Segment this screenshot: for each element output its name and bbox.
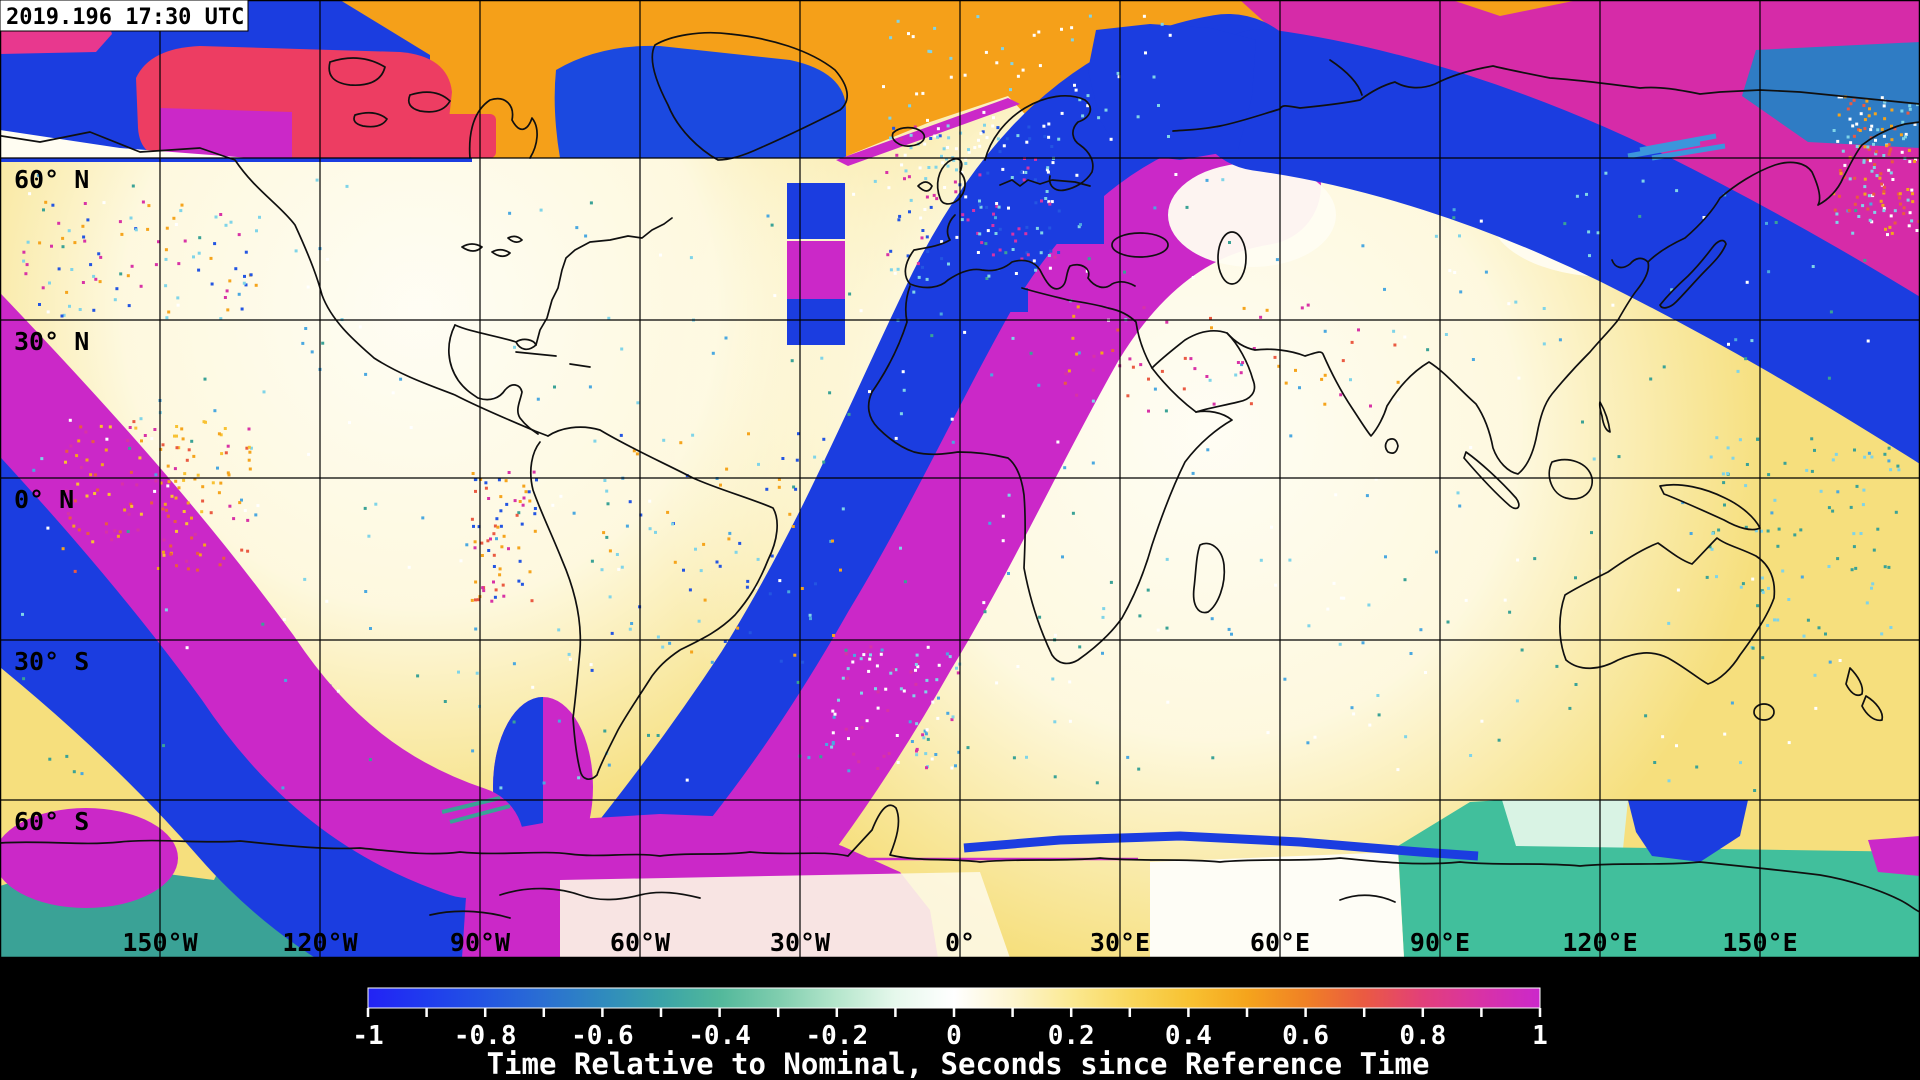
lon-label: 30°W	[770, 928, 831, 957]
colorbar-tick-label: 0	[946, 1021, 962, 1051]
lon-label: 90°E	[1410, 928, 1470, 957]
lon-label: 0°	[945, 928, 975, 957]
graticule-grid	[0, 0, 1920, 958]
colorbar-tick-label: -0.4	[688, 1021, 751, 1051]
blue-rect-30w-lower	[787, 299, 845, 345]
blue-blob-kara-sea	[1088, 24, 1256, 160]
lon-label: 60°W	[610, 928, 671, 957]
lon-labels: 150°W 120°W 90°W 60°W 30°W 0° 30°E 60°E 90°E 120°…	[122, 928, 1797, 957]
light-blue-streaks	[1627, 133, 1726, 161]
colorbar-tick-label: -0.8	[454, 1021, 517, 1051]
lon-label: 30°E	[1090, 928, 1150, 957]
colorbar-tick-label: -0.2	[805, 1021, 868, 1051]
lon-label: 120°E	[1562, 928, 1637, 957]
blue-rect-france	[984, 288, 1028, 312]
colorbar-area: -1 -0.8 -0.6 -0.4 -0.2 0 0.2 0.4 0.6 0.8 1 Time Re…	[0, 958, 1920, 1080]
colorbar-gradient-bar	[367, 987, 1541, 1009]
colorbar-tick-label: 0.4	[1165, 1021, 1212, 1051]
colorbar-tick-label: -1	[352, 1021, 383, 1051]
lon-label: 60°E	[1250, 928, 1310, 957]
lon-label: 150°W	[122, 928, 198, 957]
swath-blue-right-leg	[1191, 29, 1920, 464]
magenta-patch-topleft	[160, 108, 292, 158]
orange-sliver-topright	[1452, 0, 1578, 16]
white-antarctic-interior-east	[1150, 852, 1404, 958]
lat-label: 60° N	[14, 165, 89, 194]
magenta-sliver-iceland	[836, 98, 1020, 166]
swath-blue-left-leg	[0, 438, 636, 1043]
lon-label: 90°W	[450, 928, 511, 957]
lat-labels: 60° N 30° N 0° N 30° S 60° S	[14, 165, 89, 836]
teal-region-right	[1398, 800, 1920, 958]
colorbar-ticks	[366, 1008, 1542, 1017]
blue-greenland-blob	[554, 45, 846, 158]
crimson-patch-hudson	[408, 114, 496, 158]
colorbar-tick-label: 0.8	[1399, 1021, 1446, 1051]
white-alaska-corner	[0, 130, 250, 158]
blue-rect-30w-upper	[787, 183, 845, 239]
antarctic-band	[441, 133, 1920, 958]
colorbar-tick-label: 0.2	[1048, 1021, 1095, 1051]
colorbar-title: Time Relative to Nominal, Seconds since …	[487, 1047, 1430, 1080]
colorbar-tick-labels: -1 -0.8 -0.6 -0.4 -0.2 0 0.2 0.4 0.6 0.8 1	[352, 1021, 1547, 1051]
coastlines	[0, 31, 1920, 919]
lat-label: 30° S	[14, 647, 89, 676]
swath-magenta-left-leg	[0, 292, 524, 898]
lat-label: 30° N	[14, 327, 89, 356]
lon-label: 150°E	[1722, 928, 1797, 957]
colorbar-tick-label: 0.6	[1282, 1021, 1329, 1051]
timestamp-background	[0, 0, 249, 32]
blue-blob-antarctic-right	[1628, 800, 1748, 862]
lat-label: 0° N	[14, 485, 74, 514]
timestamp-label: 2019.196 17:30 UTC	[6, 5, 244, 30]
magenta-sliver-right-edge	[1868, 836, 1920, 876]
white-blob-arch-peak	[1168, 163, 1336, 267]
blue-rect-baltic	[1010, 152, 1104, 244]
blue-sliver-antarctic-coast	[963, 831, 1479, 861]
lat-label: 60° S	[14, 807, 89, 836]
magenta-rect-30w	[787, 241, 845, 299]
timestamp-box: 2019.196 17:30 UTC	[0, 0, 249, 32]
colorbar-tick-label: -0.6	[571, 1021, 634, 1051]
lon-label: 120°W	[282, 928, 358, 957]
colorbar-background	[0, 958, 1920, 1080]
colorbar-tick-label: 1	[1532, 1021, 1548, 1051]
magenta-blob-antarctic-left	[0, 808, 178, 908]
